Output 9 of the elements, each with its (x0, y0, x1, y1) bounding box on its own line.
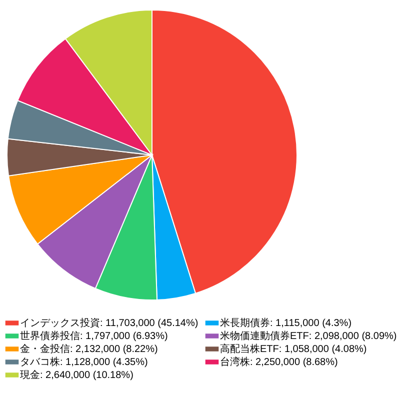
legend-label: 米物価連動債券ETF: 2,098,000 (8.09%) (220, 330, 397, 342)
legend-label: 台湾株: 2,250,000 (8.68%) (220, 356, 338, 368)
legend-label: 現金: 2,640,000 (10.18%) (20, 369, 134, 381)
legend-label: 高配当株ETF: 1,058,000 (4.08%) (220, 343, 367, 355)
legend-label: 米長期債券: 1,115,000 (4.3%) (220, 317, 352, 329)
legend-label: インデックス投資: 11,703,000 (45.14%) (20, 317, 198, 329)
legend-label: 金・金投信: 2,132,000 (8.22%) (20, 343, 158, 355)
legend-label: 世界債券投信: 1,797,000 (6.93%) (20, 330, 168, 342)
legend-label: タバコ株: 1,128,000 (4.35%) (20, 356, 148, 368)
